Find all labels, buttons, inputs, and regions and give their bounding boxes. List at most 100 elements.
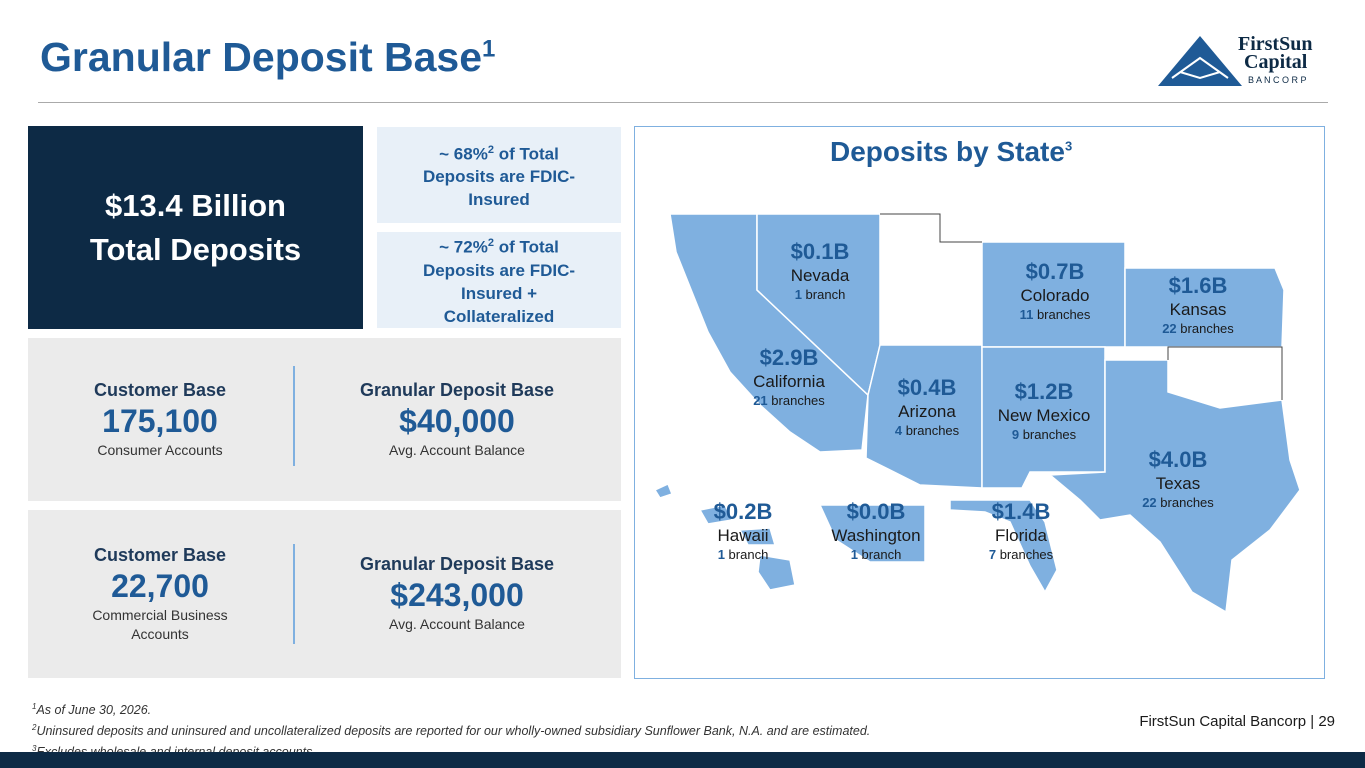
fn-text: As of June 30, 2026. [36, 703, 152, 718]
state-branches: 21 branches [719, 393, 859, 408]
state-label: $0.2B Hawaii 1 branch [673, 498, 813, 562]
insured-sup: 2 [487, 143, 494, 156]
state-amount: $1.6B [1168, 273, 1228, 298]
value: $243,000 [390, 577, 524, 613]
caption: Commercial Business Accounts [92, 606, 228, 642]
divider [293, 366, 295, 466]
title-text: Granular Deposit Base [40, 34, 483, 80]
title-sup: 1 [482, 35, 496, 63]
branch-count: 1 [717, 547, 725, 562]
branch-count: 7 [988, 547, 997, 562]
branch-count: 11 [1019, 307, 1034, 322]
footnote: 1As of June 30, 2026. [32, 698, 870, 719]
branch-unit: branches [905, 423, 960, 438]
state-label: $4.0B Texas 22 branches [1108, 446, 1248, 510]
map-panel [634, 126, 1325, 679]
total-deposits: $13.4 Billion Total Deposits [28, 126, 363, 329]
insured-desc: of Total Deposits are FDIC-Insured + Col… [422, 237, 576, 326]
state-amount: $1.2B [1014, 379, 1074, 404]
insured-desc: of Total Deposits are FDIC-Insured [422, 144, 576, 210]
state-amount: $0.4B [897, 375, 957, 400]
state-branches: 1 branch [750, 287, 890, 302]
consumer-right: Granular Deposit Base $40,000 Avg. Account… [298, 338, 616, 501]
branch-unit: branches [771, 393, 825, 408]
insured-sup: 2 [487, 237, 494, 250]
state-label: $0.1B Nevada 1 branch [750, 238, 890, 302]
state-name: Texas [1155, 474, 1201, 493]
state-hawaii [698, 504, 734, 525]
fn-mark: 2 [32, 723, 37, 733]
state-amount: $0.1B [790, 239, 850, 264]
consumer-panel: Customer Base 175,100 Consumer Accounts Gr… [28, 338, 621, 501]
heading: Granular Deposit Base [359, 554, 555, 574]
state-amount: $0.2B [713, 499, 773, 524]
commercial-right: Granular Deposit Base $243,000 Avg. Accoun… [298, 510, 616, 678]
branch-unit: branch [861, 547, 902, 562]
heading: Customer Base [93, 379, 227, 400]
branch-count: 22 [1162, 321, 1177, 336]
state-new-mexico [981, 346, 1106, 489]
state-amount: $1.4B [991, 499, 1051, 524]
state-label: $2.9B California 21 branches [719, 344, 859, 408]
rule [38, 102, 1328, 103]
branch-count: 1 [794, 287, 802, 302]
value: 175,100 [102, 402, 218, 439]
total-label: Total Deposits [89, 231, 302, 267]
state-label: $1.6B Kansas 22 branches [1128, 272, 1268, 336]
value: $40,000 [399, 402, 515, 439]
state-branches: 1 branch [673, 547, 813, 562]
insured-prefix: ~ 72% [439, 237, 488, 257]
slide-title: Granular Deposit Base1 [40, 34, 495, 81]
logo-line1: FirstSun [1238, 33, 1312, 55]
state-hawaii [757, 554, 796, 591]
branch-count: 21 [753, 393, 768, 408]
branch-count: 22 [1142, 495, 1157, 510]
fn-mark: 1 [32, 702, 37, 711]
branch-count: 1 [850, 547, 858, 562]
insured-box: ~ 72%2 of Total Deposits are FDIC-Insure… [377, 232, 621, 328]
footer-company: FirstSun Capital Bancorp [1139, 713, 1307, 730]
fn-text: Uninsured deposits and uninsured and unc… [36, 724, 871, 739]
page-number: 29 [1318, 713, 1335, 730]
insured-prefix: ~ 68% [439, 144, 488, 164]
state-hawaii [653, 482, 673, 499]
map-title-sup: 3 [1064, 138, 1073, 154]
insured-box: ~ 68%2 of Total Deposits are FDIC-Insure… [377, 127, 621, 223]
state-name: Washington [831, 526, 921, 545]
state-label: $1.2B New Mexico 9 branches [974, 378, 1114, 442]
commercial-left: Customer Base 22,700 Commercial Business A… [28, 510, 292, 678]
state-label: $0.4B Arizona 4 branches [857, 374, 997, 438]
state-label: $0.7B Colorado 11 branches [985, 258, 1125, 322]
commercial-panel: Customer Base 22,700 Commercial Business A… [28, 510, 621, 678]
state-branches: 22 branches [1128, 321, 1268, 336]
state-name: Hawaii [717, 526, 769, 545]
branch-unit: branches [1180, 321, 1234, 336]
state-name: Nevada [790, 266, 850, 285]
total-amount: $13.4 Billion [105, 187, 286, 223]
caption: Avg. Account Balance [389, 441, 525, 458]
logo-line2: Capital [1244, 51, 1308, 73]
state-name: California [753, 372, 825, 391]
state-name: New Mexico [997, 406, 1091, 425]
state-amount: $0.7B [1025, 259, 1085, 284]
branch-unit: branch [805, 287, 846, 302]
border [880, 213, 982, 243]
caption: Consumer Accounts [97, 441, 223, 458]
branch-count: 9 [1011, 427, 1020, 442]
state-branches: 7 branches [951, 547, 1091, 562]
logo-line3: B A N C O R P [1248, 75, 1307, 85]
state-name: Kansas [1169, 300, 1227, 319]
fn-mark: 3 [32, 744, 37, 754]
footer-sep: | [1310, 713, 1315, 730]
logo-lines [1171, 56, 1229, 80]
state-branches: 4 branches [857, 423, 997, 438]
state-branches: 1 branch [806, 547, 946, 562]
branch-unit: branch [728, 547, 769, 562]
branch-count: 4 [894, 423, 903, 438]
state-kansas [1124, 267, 1285, 348]
insured-text: ~ 72%2 of Total Deposits are FDIC-Insure… [415, 232, 583, 328]
state-name: Florida [995, 526, 1047, 545]
state-name: Arizona [898, 402, 956, 421]
bottom-bar [0, 752, 1365, 768]
